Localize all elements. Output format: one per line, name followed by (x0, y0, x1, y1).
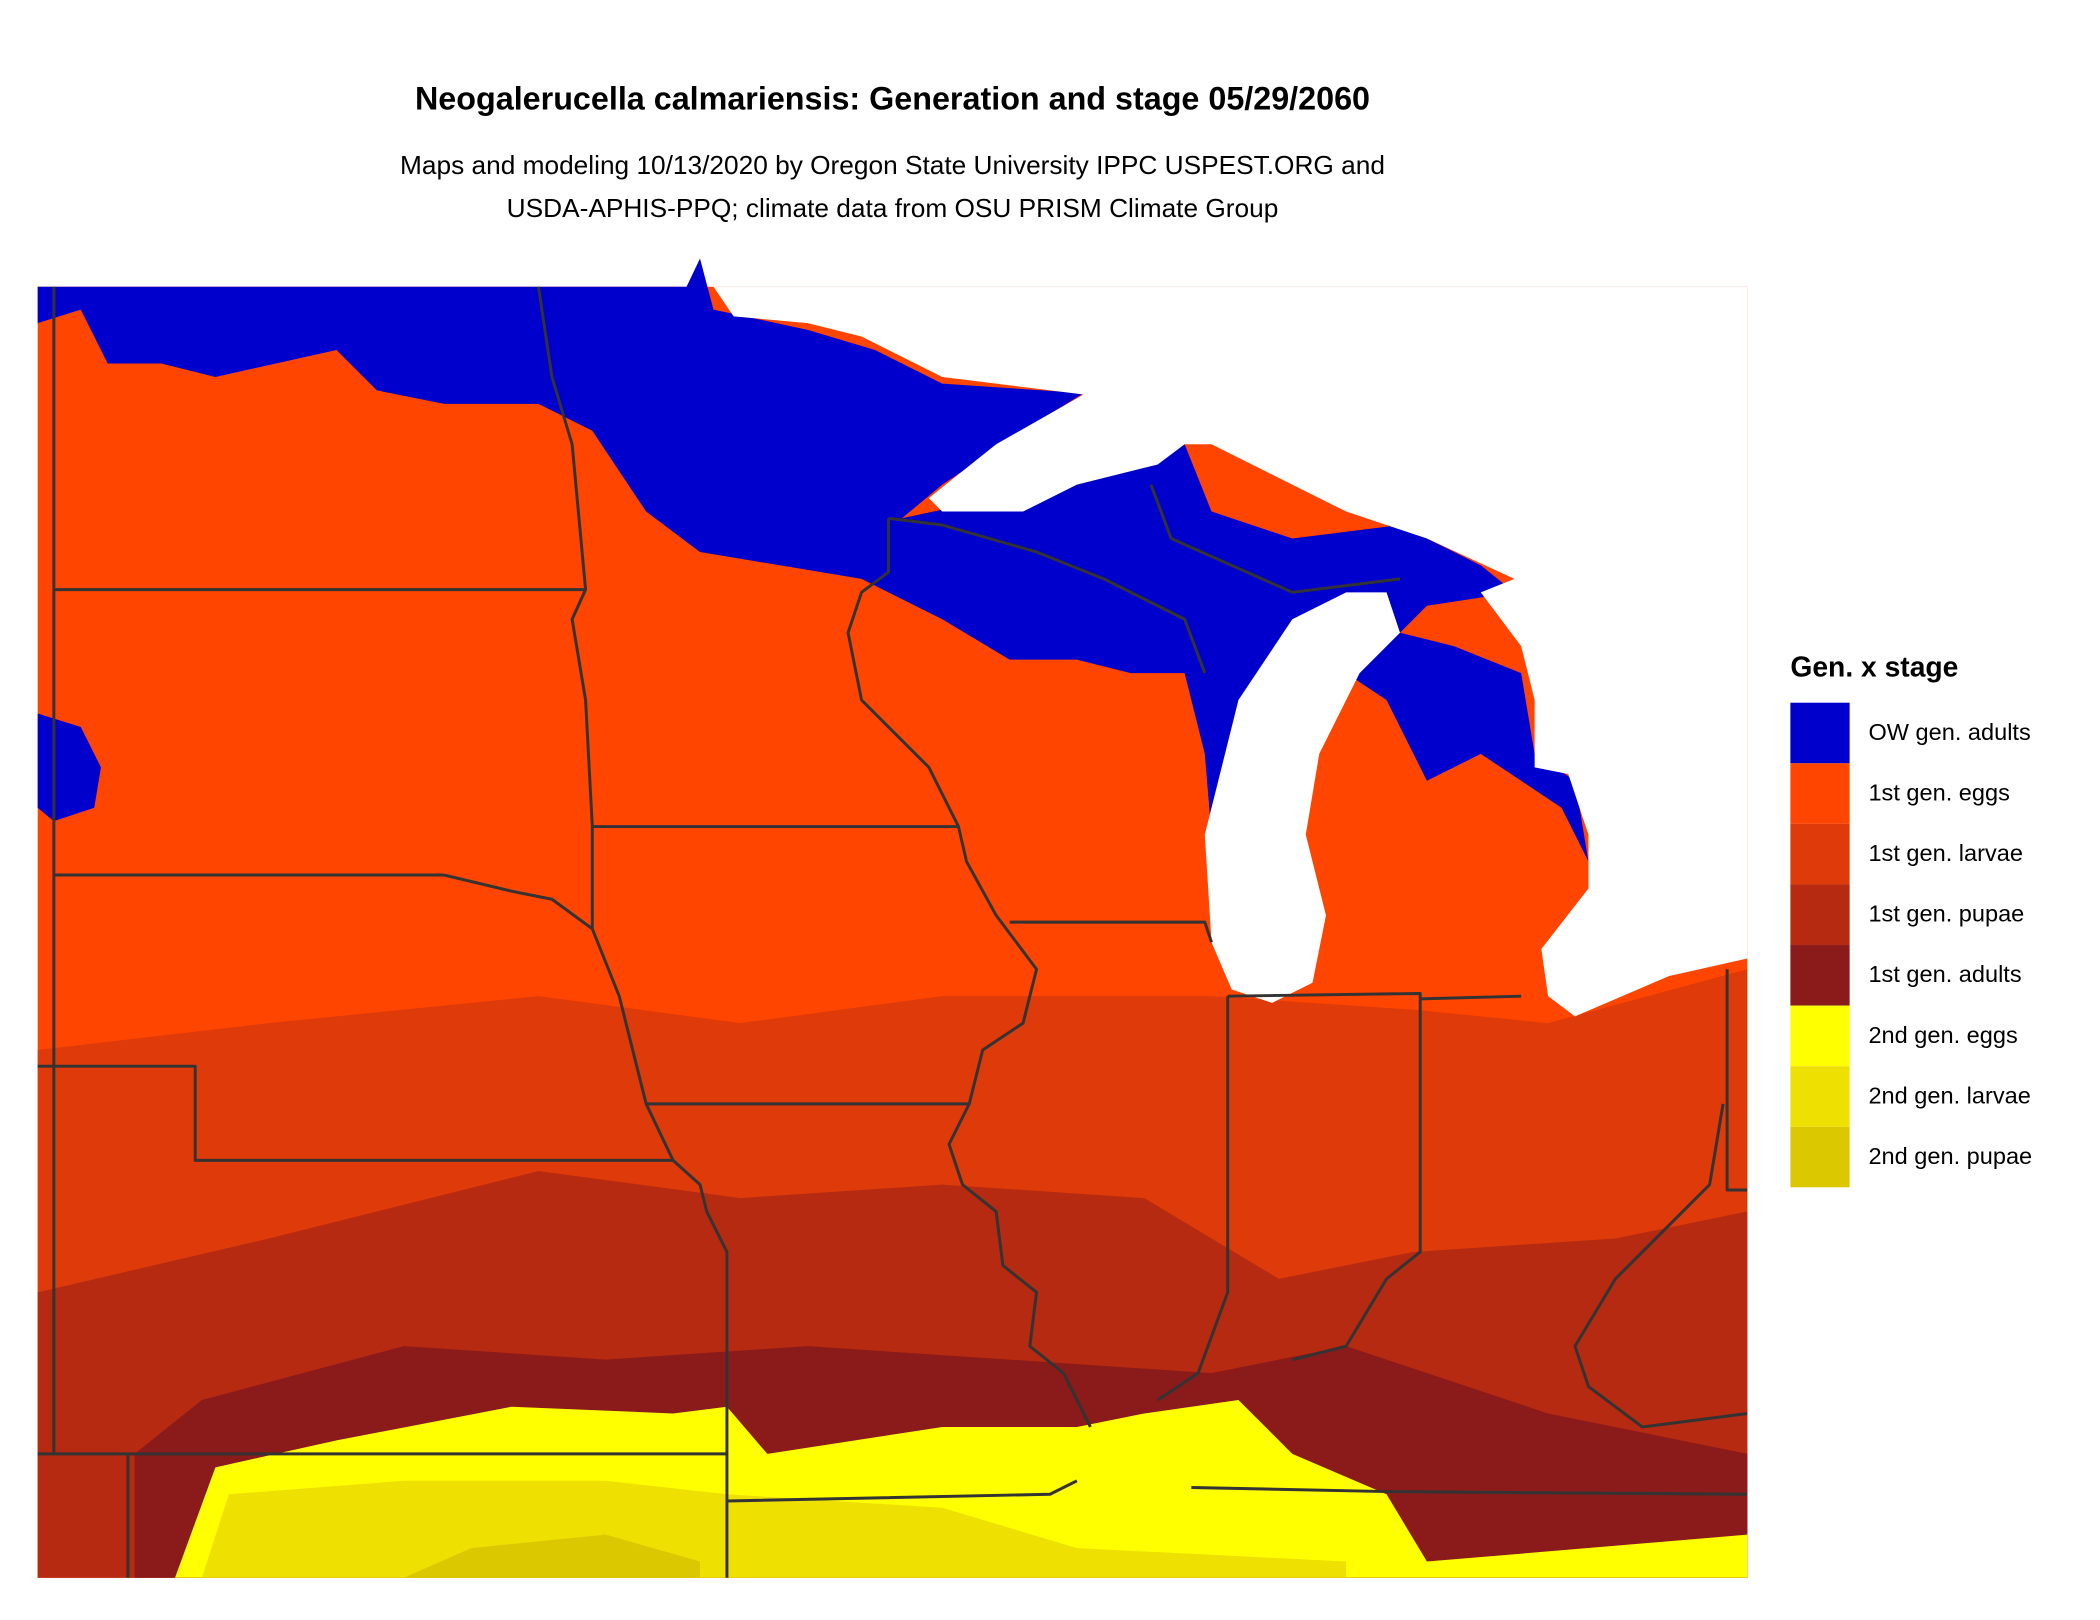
legend-label: OW gen. adults (1868, 719, 2030, 745)
legend-swatch (1790, 823, 1850, 885)
state-border (846, 484, 1401, 828)
legend-swatch (1790, 1005, 1850, 1067)
legend-label: 1st gen. adults (1868, 961, 2021, 987)
legend-label: 1st gen. larvae (1868, 840, 2022, 866)
subtitle: USDA-APHIS-PPQ; climate data from OSU PR… (507, 193, 1279, 223)
legend-label: 2nd gen. eggs (1868, 1022, 2017, 1048)
stage-zone (403, 1534, 700, 1578)
legend-swatch (1790, 763, 1850, 824)
legend-label: 2nd gen. larvae (1868, 1082, 2030, 1108)
legend-swatch (1790, 945, 1850, 1006)
state-border (644, 920, 1748, 1429)
legend-swatch (1790, 702, 1850, 764)
state-border (37, 286, 1748, 1578)
water (713, 286, 1748, 1017)
title: Neogalerucella calmariensis: Generation … (415, 81, 1370, 117)
water (1204, 592, 1400, 1003)
map (37, 258, 1748, 1578)
legend-swatch (1790, 884, 1850, 946)
legend-label: 1st gen. pupae (1868, 901, 2024, 927)
subtitle: Maps and modeling 10/13/2020 by Oregon S… (400, 150, 1385, 180)
legend-label: 1st gen. eggs (1868, 779, 2009, 805)
legend: Gen. x stage OW gen. adults 1st gen. eggs… (1790, 651, 2032, 1188)
stage-zone (37, 258, 1589, 862)
legend-swatch (1790, 1066, 1850, 1127)
legend-title: Gen. x stage (1790, 651, 1958, 683)
legend-label: 2nd gen. pupae (1868, 1143, 2032, 1169)
state-borders (37, 286, 1748, 1578)
state-border (536, 286, 1039, 1106)
legend-swatch (1790, 1126, 1850, 1188)
